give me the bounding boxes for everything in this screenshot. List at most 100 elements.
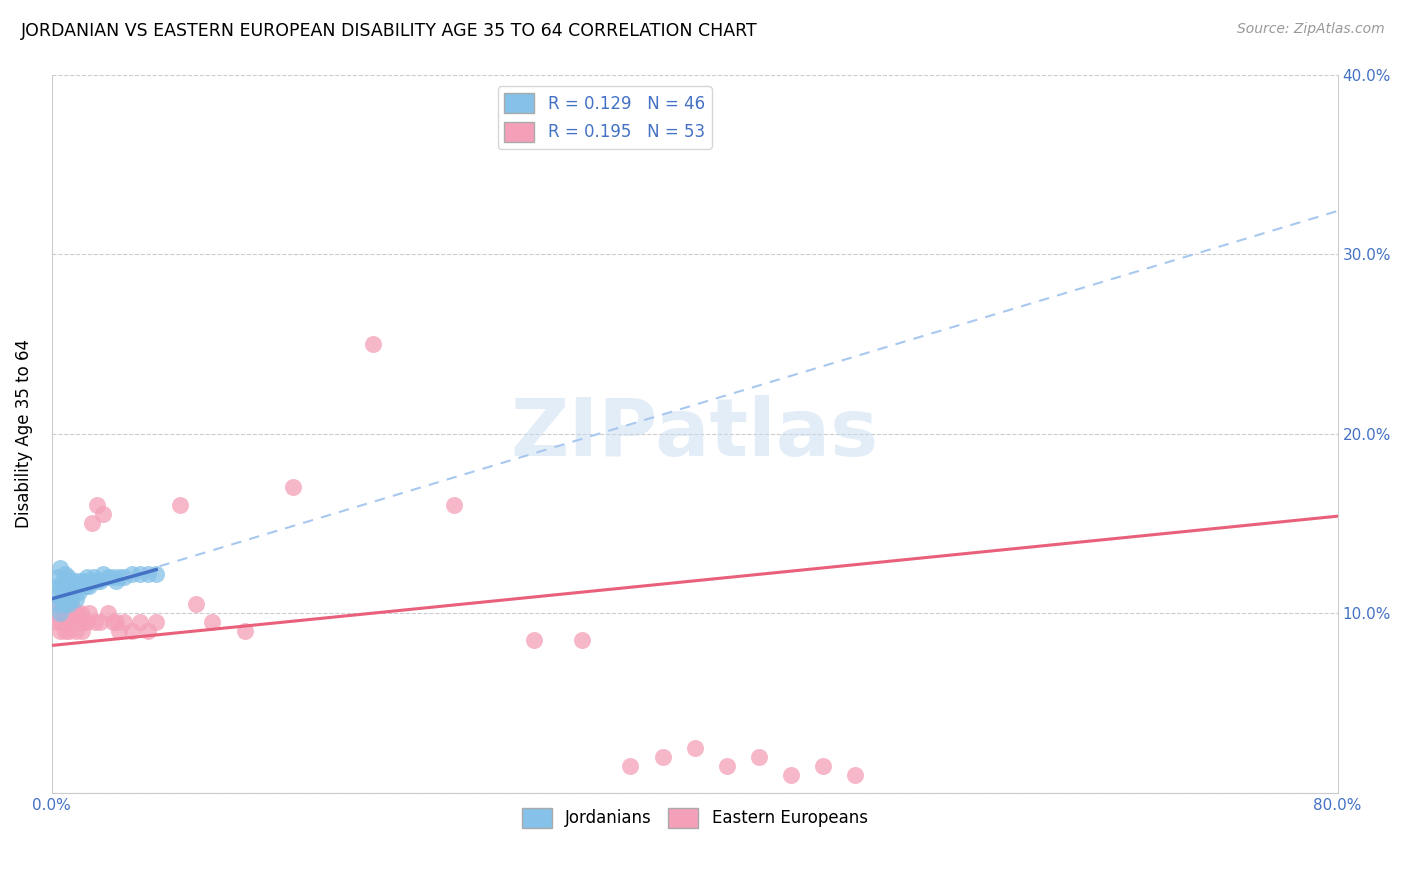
Point [571, 633, 593, 648]
Point [683, 740, 706, 755]
Point [112, 615, 135, 629]
Point [84, 615, 107, 629]
Point [89, 574, 111, 588]
Point [46, 570, 69, 584]
Point [44, 588, 66, 602]
Point [108, 570, 131, 584]
Text: JORDANIAN VS EASTERN EUROPEAN DISABILITY AGE 35 TO 64 CORRELATION CHART: JORDANIAN VS EASTERN EUROPEAN DISABILITY… [21, 22, 758, 40]
Point [169, 499, 191, 513]
Point [65, 591, 87, 606]
Point [69, 574, 91, 588]
Point [73, 615, 96, 629]
Point [105, 574, 128, 588]
Point [97, 570, 120, 584]
Point [66, 606, 89, 620]
Point [65, 624, 87, 638]
Point [80, 516, 103, 531]
Point [46, 597, 69, 611]
Point [46, 606, 69, 620]
Point [53, 624, 76, 638]
Point [49, 597, 72, 611]
Point [145, 566, 167, 581]
Point [72, 624, 94, 638]
Point [186, 597, 208, 611]
Legend: Jordanians, Eastern Europeans: Jordanians, Eastern Europeans [515, 801, 875, 835]
Point [101, 570, 124, 584]
Point [52, 606, 75, 620]
Point [55, 574, 77, 588]
Point [51, 579, 73, 593]
Point [52, 584, 75, 599]
Point [58, 579, 80, 593]
Point [136, 566, 159, 581]
Point [83, 570, 105, 584]
Point [60, 591, 83, 606]
Point [108, 624, 131, 638]
Text: ZIPatlas: ZIPatlas [510, 394, 879, 473]
Point [780, 767, 803, 781]
Point [53, 566, 76, 581]
Point [101, 615, 124, 629]
Point [145, 615, 167, 629]
Point [72, 579, 94, 593]
Point [60, 597, 83, 611]
Point [60, 574, 83, 588]
Point [76, 615, 98, 629]
Point [62, 615, 84, 629]
Text: Source: ZipAtlas.com: Source: ZipAtlas.com [1237, 22, 1385, 37]
Point [136, 624, 159, 638]
Point [58, 624, 80, 638]
Point [66, 579, 89, 593]
Point [63, 579, 86, 593]
Point [49, 606, 72, 620]
Point [523, 633, 546, 648]
Point [55, 615, 77, 629]
Point [53, 597, 76, 611]
Point [55, 591, 77, 606]
Point [361, 336, 384, 351]
Point [52, 574, 75, 588]
Point [91, 508, 114, 522]
Point [651, 749, 673, 764]
Point [233, 624, 256, 638]
Point [112, 570, 135, 584]
Point [97, 606, 120, 620]
Point [201, 615, 224, 629]
Point [56, 606, 79, 620]
Point [813, 758, 835, 772]
Point [58, 597, 80, 611]
Point [748, 749, 770, 764]
Point [62, 584, 84, 599]
Point [73, 574, 96, 588]
Point [53, 597, 76, 611]
Point [45, 579, 67, 593]
Point [75, 579, 97, 593]
Point [86, 499, 108, 513]
Point [67, 615, 90, 629]
Point [105, 615, 128, 629]
Point [129, 566, 152, 581]
Point [844, 767, 866, 781]
Point [619, 758, 641, 772]
Point [91, 566, 114, 581]
Point [56, 570, 79, 584]
Point [56, 588, 79, 602]
Y-axis label: Disability Age 35 to 64: Disability Age 35 to 64 [15, 339, 32, 528]
Point [121, 566, 143, 581]
Point [121, 624, 143, 638]
Point [69, 606, 91, 620]
Point [80, 574, 103, 588]
Point [77, 579, 100, 593]
Point [86, 574, 108, 588]
Point [65, 574, 87, 588]
Point [716, 758, 738, 772]
Point [129, 615, 152, 629]
Point [51, 615, 73, 629]
Point [63, 606, 86, 620]
Point [51, 591, 73, 606]
Point [49, 561, 72, 575]
Point [76, 570, 98, 584]
Point [281, 480, 304, 494]
Point [89, 615, 111, 629]
Point [45, 615, 67, 629]
